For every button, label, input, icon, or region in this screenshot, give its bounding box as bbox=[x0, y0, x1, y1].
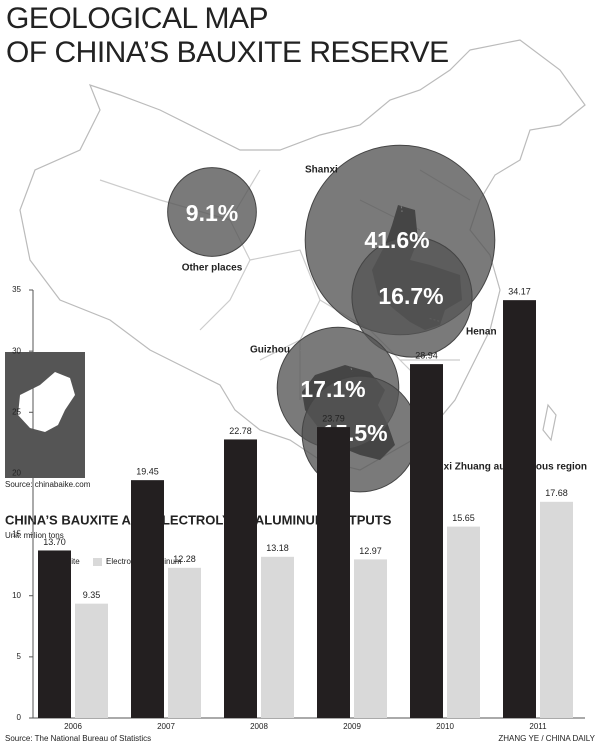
region-label: Guizhou bbox=[250, 345, 290, 356]
bar-value-label: 13.70 bbox=[43, 537, 66, 547]
bar bbox=[224, 439, 257, 718]
bar bbox=[38, 550, 71, 718]
bar-value-label: 28.94 bbox=[415, 350, 438, 360]
region-label: Other places bbox=[182, 263, 243, 274]
bar-value-label: 15.65 bbox=[452, 513, 475, 523]
bubble-value-label: 16.7% bbox=[378, 283, 443, 309]
bubble bbox=[351, 236, 473, 358]
bar bbox=[317, 427, 350, 718]
bubble-value-label: 9.1% bbox=[186, 200, 238, 226]
chart-subtitle: Unit: million tons bbox=[5, 531, 64, 540]
y-tick-label: 5 bbox=[17, 652, 22, 661]
region-label: Henan bbox=[466, 327, 497, 338]
region-label: Shanxi bbox=[305, 165, 338, 176]
y-tick-label: 25 bbox=[12, 407, 21, 416]
bar bbox=[354, 559, 387, 718]
bar-value-label: 17.68 bbox=[545, 488, 568, 498]
bar bbox=[410, 364, 443, 718]
bar-value-label: 13.18 bbox=[266, 543, 289, 553]
bar bbox=[131, 480, 164, 718]
y-tick-label: 10 bbox=[12, 591, 21, 600]
bar-value-label: 9.35 bbox=[83, 590, 101, 600]
y-tick-label: 0 bbox=[17, 713, 22, 722]
map-title: GEOLOGICAL MAP OF CHINA’S BAUXITE RESERV… bbox=[6, 2, 449, 69]
x-tick-label: 2011 bbox=[529, 722, 547, 731]
map-source: Source: chinabaike.com bbox=[5, 480, 91, 489]
taiwan bbox=[542, 403, 557, 442]
credit: ZHANG YE / CHINA DAILY bbox=[498, 734, 595, 743]
bar bbox=[540, 501, 573, 718]
bar-value-label: 23.79 bbox=[322, 413, 345, 423]
x-tick-label: 2009 bbox=[343, 722, 361, 731]
x-tick-label: 2008 bbox=[250, 722, 268, 731]
bar bbox=[261, 556, 294, 718]
y-tick-label: 35 bbox=[12, 285, 21, 294]
x-tick-label: 2010 bbox=[436, 722, 454, 731]
bar-value-label: 12.97 bbox=[359, 546, 382, 556]
bubble-value-label: 17.1% bbox=[300, 376, 365, 402]
bubbles: 41.6%Shanxi16.7%Henan17.1%Guizhou15.5%Gu… bbox=[167, 144, 587, 493]
inset-china bbox=[18, 372, 75, 432]
bar-value-label: 34.17 bbox=[508, 287, 531, 297]
bar-value-label: 12.28 bbox=[173, 554, 196, 564]
bar bbox=[447, 526, 480, 718]
x-tick-label: 2006 bbox=[64, 722, 82, 731]
y-tick-label: 20 bbox=[12, 469, 21, 478]
bar-value-label: 22.78 bbox=[229, 426, 252, 436]
region-label: Guangxi Zhuang autonomous region bbox=[412, 462, 587, 473]
x-tick-label: 2007 bbox=[157, 722, 175, 731]
inset-map bbox=[5, 352, 85, 478]
bar-chart: 05101520253035BauxiteElectrolytic alumin… bbox=[12, 285, 585, 731]
y-tick-label: 15 bbox=[12, 530, 21, 539]
bubble-value-label: 41.6% bbox=[364, 227, 429, 253]
bar bbox=[168, 567, 201, 718]
bar bbox=[503, 300, 536, 718]
y-tick-label: 30 bbox=[12, 346, 21, 355]
bar-value-label: 19.45 bbox=[136, 467, 159, 477]
chart-source: Source: The National Bureau of Statistic… bbox=[5, 734, 151, 743]
legend-swatch bbox=[93, 558, 102, 566]
bubble bbox=[167, 167, 257, 257]
bar bbox=[75, 603, 108, 718]
chart-title: CHINA’S BAUXITE AND ELECTROLYTIC ALUMINU… bbox=[5, 512, 392, 527]
